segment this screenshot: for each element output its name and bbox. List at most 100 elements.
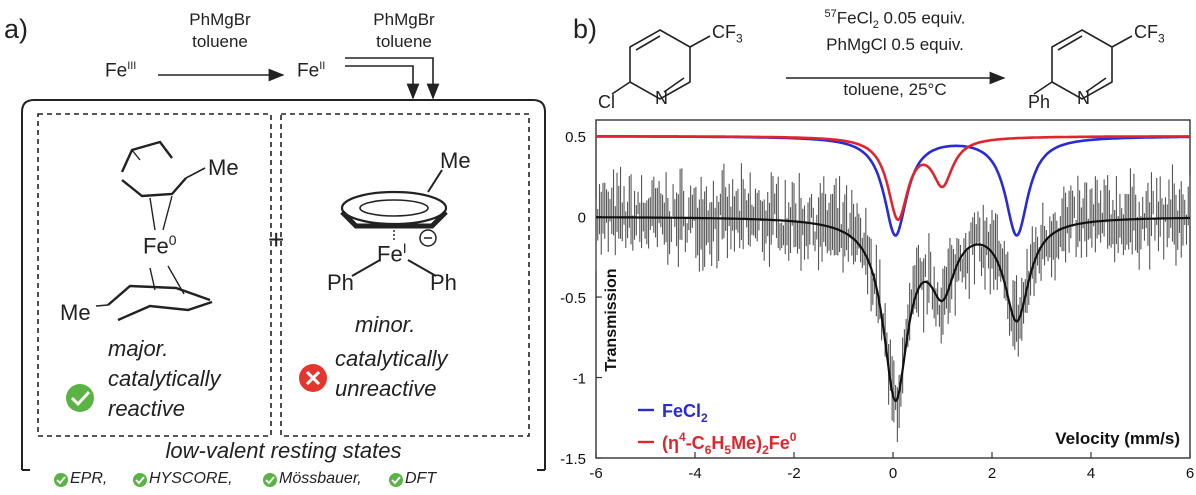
legend-fecl2-sub: 2: [701, 411, 708, 425]
check-icon: [66, 384, 94, 412]
product-n: N: [1077, 88, 1090, 108]
y-axis-label: Transmission: [603, 268, 620, 371]
y-tick-1: 0: [578, 210, 586, 227]
leg2-d: Me): [731, 433, 762, 453]
negative-charge-icon: [419, 229, 437, 247]
y-tick-2: -0.5: [560, 290, 586, 307]
step2-arrow-outer: [345, 57, 440, 100]
plus-sign: +: [268, 224, 285, 255]
x-tick-4: 2: [988, 465, 996, 482]
x-tick-3: 0: [889, 465, 897, 482]
reactant-cf3: CF3: [712, 22, 743, 46]
y-tick-3: -1: [573, 371, 586, 388]
y-tick-labels: 0.5 0 -0.5 -1 -1.5: [560, 129, 602, 468]
reaction-scheme: [611, 29, 1133, 100]
left-me-bottom: Me: [60, 300, 91, 325]
right-ph-left: Ph: [327, 270, 354, 295]
fe-iii-ox: III: [127, 60, 137, 72]
right-fe-ox: I: [402, 240, 407, 256]
fecl-text: FeCl: [836, 8, 873, 28]
legend-toluene-fe-label: (η4-C6H5Me)2Fe0: [662, 430, 797, 457]
x-tick-2: -2: [787, 465, 800, 482]
step1-reagent: PhMgBr: [189, 10, 251, 29]
right-desc-1: minor.: [355, 312, 416, 337]
fecl-equiv: 0.05 equiv.: [883, 8, 966, 28]
x-tick-1: -4: [688, 465, 701, 482]
fe-ii-ox: II: [319, 60, 326, 72]
panel-a-label: a): [4, 14, 29, 44]
left-desc-3: reactive: [108, 396, 186, 421]
bis-toluene-fe-structure: [95, 140, 213, 322]
series-fit-curve: [595, 216, 1190, 403]
panel-b-label: b): [573, 14, 598, 44]
legend-fecl2-label: FeCl2: [662, 401, 708, 425]
product-cf3-text: CF: [1134, 22, 1158, 42]
product-ph: Ph: [1028, 92, 1051, 112]
right-ph-right: Ph: [430, 270, 457, 295]
leg2-d-sub: 2: [762, 443, 769, 457]
technique-check-icons: [54, 473, 403, 487]
step2-reagent: PhMgBr: [373, 10, 435, 29]
leg2-a-sup: 4: [679, 430, 686, 444]
plot-frame: [595, 119, 1191, 459]
condition-line-3: toluene, 25°C: [843, 80, 947, 99]
step1-solvent: toluene: [192, 32, 248, 51]
fe-ii: FeII: [297, 60, 325, 82]
fecl-sub: 2: [872, 19, 879, 32]
step2-arrow-inner: [345, 65, 420, 100]
panel-a-drawing: [21, 57, 546, 487]
leg2-b: -C: [686, 433, 705, 453]
right-me: Me: [440, 148, 471, 173]
outer-bracket: [21, 99, 546, 470]
product-cf3: CF3: [1134, 22, 1165, 46]
left-desc-1: major.: [108, 336, 169, 361]
ferrate-structure: [340, 169, 448, 277]
left-me-top: Me: [208, 155, 239, 180]
leg2-a: (η: [662, 433, 679, 453]
product-pyridine-ring: [1033, 29, 1133, 100]
fe-iii: FeIII: [105, 60, 136, 82]
leg2-c-sub: 5: [724, 443, 731, 457]
technique-hyscore: HYSCORE,: [149, 470, 233, 487]
x-axis-label: Velocity (mm/s): [1055, 429, 1180, 448]
leg2-c: H: [711, 433, 724, 453]
left-fe: Fe0: [143, 232, 176, 259]
left-fe-symbol: Fe: [143, 233, 169, 259]
left-desc-2: catalytically: [108, 366, 221, 391]
series-toluene-fe-curve: [596, 135, 1190, 222]
step2-solvent: toluene: [376, 32, 432, 51]
leg2-e-sup: 0: [790, 430, 797, 444]
right-dashed-box: [280, 113, 530, 437]
technique-dft: DFT: [405, 470, 437, 487]
technique-mossbauer: Mössbauer,: [279, 470, 362, 487]
fe-iii-symbol: Fe: [105, 60, 128, 82]
left-dashed-box: [37, 113, 272, 437]
leg2-b-sub: 6: [705, 443, 712, 457]
reactant-cf3-text: CF: [712, 22, 736, 42]
condition-line-1: 57FeCl2 0.05 equiv.: [790, 8, 1000, 31]
reactant-cf3-sub: 3: [736, 31, 743, 46]
x-tick-5: 4: [1087, 465, 1095, 482]
right-desc-3: unreactive: [335, 376, 437, 401]
left-fe-ox: 0: [168, 232, 177, 248]
reactant-cl: Cl: [598, 92, 615, 112]
iso-57: 57: [824, 8, 837, 20]
technique-epr: EPR,: [70, 470, 108, 487]
mossbauer-chart: 0.5 0 -0.5 -1 -1.5 -6 -4 -2 0 2 4 6 Transmission V…: [560, 119, 1194, 482]
x-tick-0: -6: [589, 465, 602, 482]
y-tick-4: -1.5: [560, 451, 586, 468]
x-tick-labels: -6 -4 -2 0 2 4 6: [589, 452, 1194, 482]
product-cf3-sub: 3: [1158, 31, 1165, 46]
fe-ii-symbol: Fe: [297, 60, 320, 82]
y-tick-0: 0.5: [565, 129, 586, 146]
x-tick-6: 6: [1186, 465, 1194, 482]
resting-states-title: low-valent resting states: [165, 438, 402, 463]
leg2-e: Fe: [769, 433, 790, 453]
reactant-n: N: [655, 88, 668, 108]
cross-icon: [299, 364, 327, 392]
right-desc-2: catalytically: [335, 346, 448, 371]
legend-fecl2-text: FeCl: [662, 401, 701, 421]
condition-line-2: PhMgCl 0.5 equiv.: [826, 35, 964, 54]
right-fe: FeI: [377, 240, 407, 267]
reactant-pyridine-ring: [611, 29, 711, 100]
